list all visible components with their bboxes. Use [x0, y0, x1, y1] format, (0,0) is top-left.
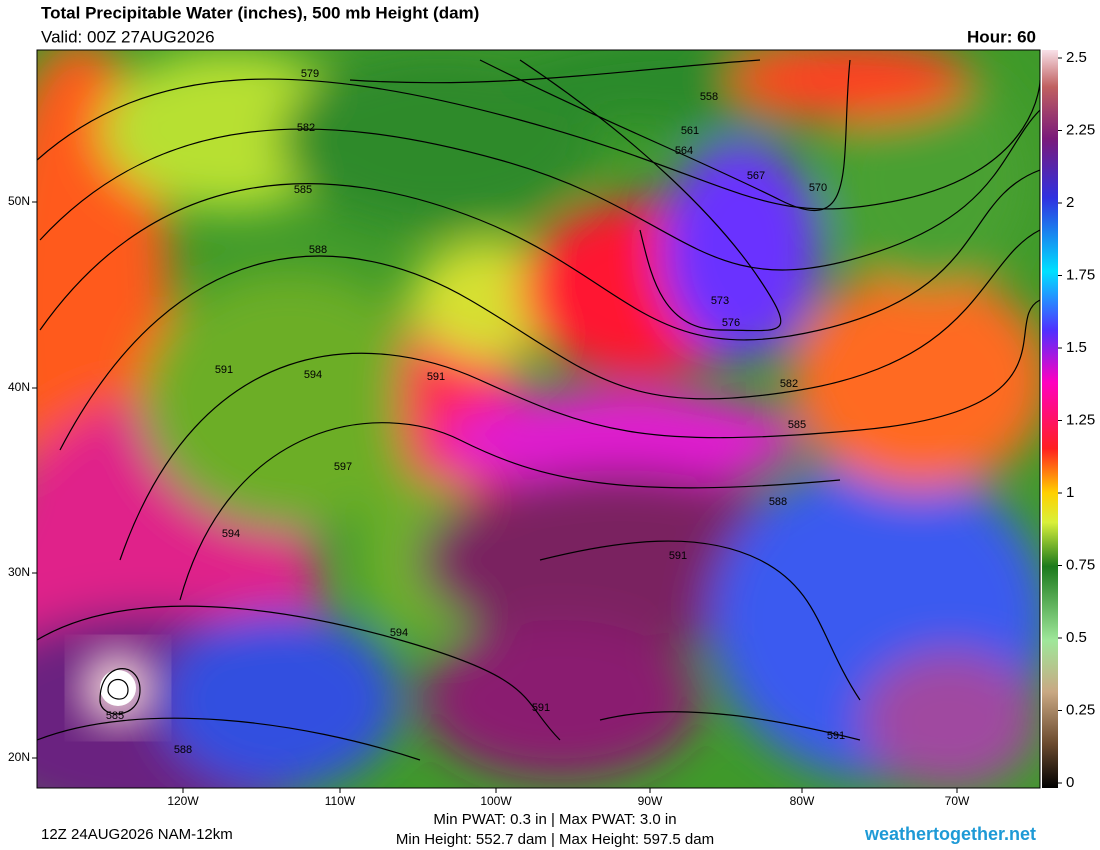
contour-label: 591: [427, 371, 445, 383]
colorbar-tick-label: 2.5: [1066, 49, 1087, 66]
lon-label: 110W: [325, 794, 356, 808]
colorbar-tick-label: 1.75: [1066, 266, 1095, 283]
contour-label: 594: [304, 369, 322, 381]
contour-label: 564: [675, 145, 693, 157]
contour-label: 576: [722, 317, 740, 329]
model-run: 12Z 24AUG2026 NAM-12km: [41, 826, 233, 843]
lon-label: 100W: [480, 794, 512, 808]
contour-label: 570: [809, 182, 827, 194]
contour-label: 597: [334, 461, 352, 473]
valid-time: Valid: 00Z 27AUG2026: [41, 27, 215, 46]
map-field: 579 582 585 588 591 594 591 597 594 594 591 585 588 5…: [37, 50, 1040, 788]
contour-labels: 579 582 585 588 591 594 591 597 594 594 591 585 588 5…: [106, 68, 845, 756]
contour-label: 585: [106, 710, 124, 722]
map-frame: [36, 49, 1041, 789]
contour-label: 588: [309, 244, 327, 256]
lat-label: 20N: [8, 750, 30, 764]
colorbar-tick-label: 1.25: [1066, 411, 1095, 428]
contour-label: 594: [390, 627, 408, 639]
height-contours: [37, 59, 1040, 761]
contour-label: 582: [297, 122, 315, 134]
colorbar-tick-label: 0.5: [1066, 629, 1087, 646]
height-range: Min Height: 552.7 dam | Max Height: 597.…: [396, 831, 714, 848]
contour-label: 591: [215, 364, 233, 376]
contour-label: 591: [532, 702, 550, 714]
lon-label: 70W: [945, 794, 970, 808]
title: Total Precipitable Water (inches), 500 m…: [41, 3, 479, 22]
site-link[interactable]: weathertogether.net: [864, 824, 1036, 844]
lon-label: 120W: [167, 794, 199, 808]
colorbar-tick-label: 2: [1066, 194, 1074, 211]
lon-label: 80W: [790, 794, 815, 808]
colorbar-tick-label: 2.25: [1066, 121, 1095, 138]
contour-label: 582: [780, 378, 798, 390]
contour-label: 558: [700, 91, 718, 103]
lat-label: 30N: [8, 565, 30, 579]
colorbar-tick-label: 1: [1066, 484, 1074, 501]
contour-label: 591: [669, 550, 687, 562]
lon-label: 90W: [638, 794, 663, 808]
contour-label: 588: [174, 744, 192, 756]
lat-label: 40N: [8, 380, 30, 394]
contour-label: 594: [222, 528, 240, 540]
colorbar-tick-label: 0.25: [1066, 701, 1095, 718]
colorbar: [1042, 50, 1058, 788]
colorbar-tick-label: 0.75: [1066, 556, 1095, 573]
contour-label: 561: [681, 125, 699, 137]
contour-label: 585: [294, 184, 312, 196]
contour-label: 579: [301, 68, 319, 80]
contour-label: 588: [769, 496, 787, 508]
contour-label: 585: [788, 419, 806, 431]
lat-label: 50N: [8, 194, 30, 208]
contour-label: 591: [827, 730, 845, 742]
contour-label: 573: [711, 295, 729, 307]
contour-label: 567: [747, 170, 765, 182]
colorbar-tick-label: 0: [1066, 774, 1074, 791]
colorbar-tick-label: 1.5: [1066, 339, 1087, 356]
pwat-range: Min PWAT: 0.3 in | Max PWAT: 3.0 in: [433, 811, 676, 828]
forecast-hour: Hour: 60: [967, 27, 1036, 46]
